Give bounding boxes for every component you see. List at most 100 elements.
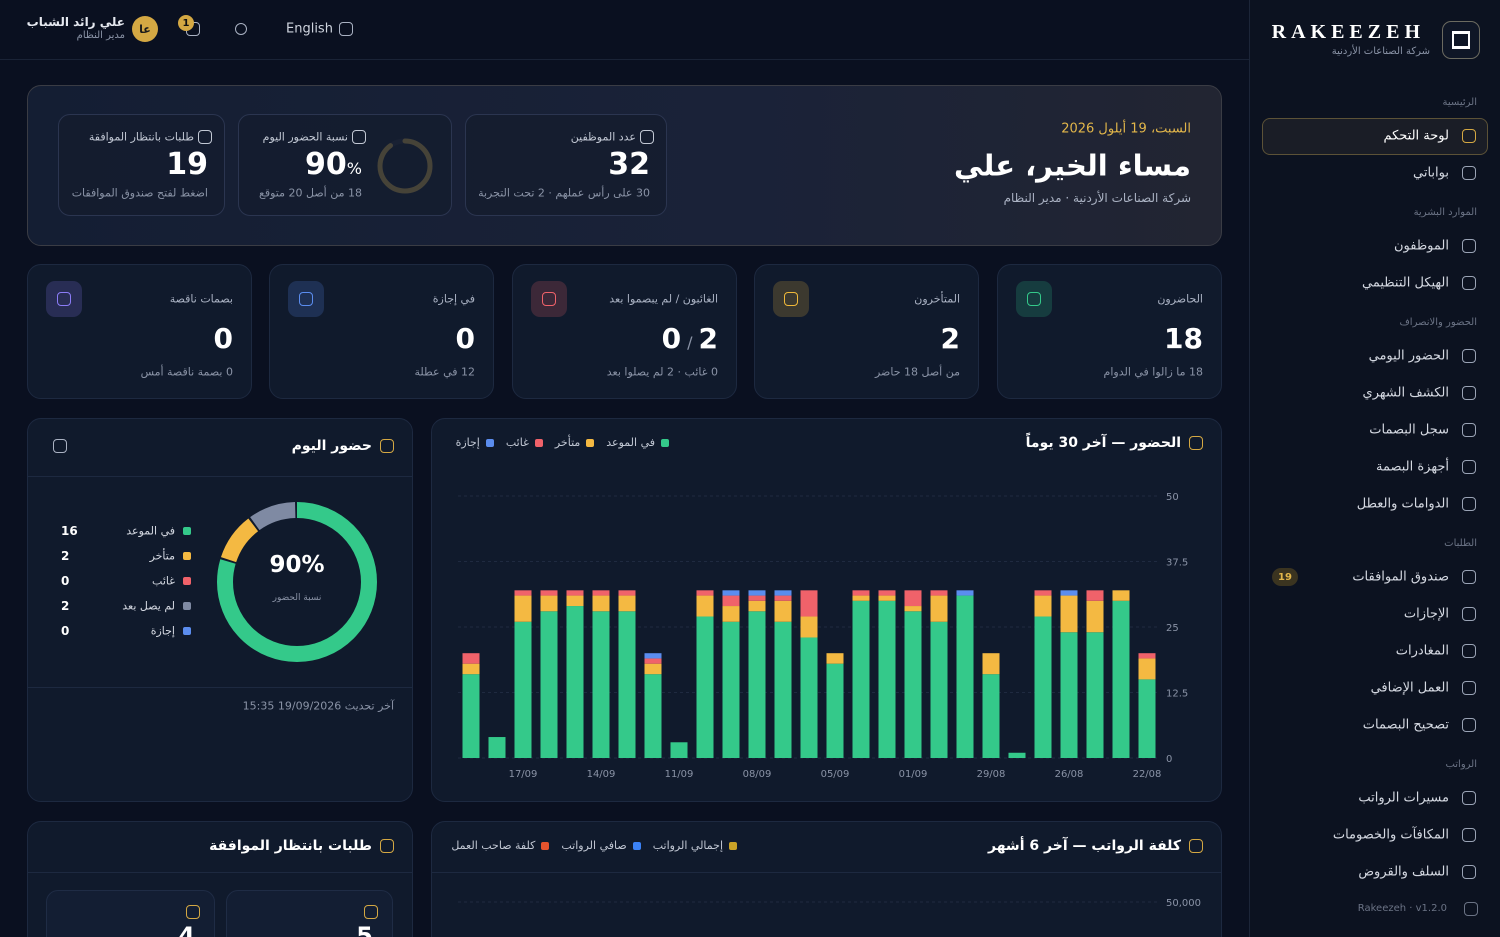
legend-item: غائب	[506, 435, 543, 451]
nav-item[interactable]: الموظفون	[1394, 238, 1449, 254]
nav-item[interactable]: العمل الإضافي	[1370, 680, 1449, 696]
stat-value: 18	[1164, 325, 1203, 353]
nav-item[interactable]: الدوامات والعطل	[1356, 496, 1449, 512]
chart-title: كلفة الرواتب — آخر 6 أشهر	[987, 838, 1181, 854]
legend-swatch	[183, 602, 191, 610]
nav-item[interactable]: الهيكل التنظيمي	[1361, 275, 1449, 291]
approval-card[interactable]	[46, 890, 215, 937]
legend-value: 0	[61, 574, 70, 588]
stat-icon-glyph	[57, 292, 71, 306]
hero-card-note: اضغط لفتح صندوق الموافقات	[71, 186, 208, 200]
legend-label: غائب	[505, 436, 529, 449]
nav-item[interactable]: السلف والقروض	[1358, 864, 1449, 880]
stat-value-part: 2	[698, 322, 718, 355]
stat-value: 0	[456, 325, 475, 353]
chart-title: الحضور — آخر 30 يوماً	[1025, 435, 1181, 451]
nav-section-title: الطلبات	[1444, 538, 1477, 549]
legend-label: إجازة	[455, 436, 480, 449]
hero-card	[238, 114, 452, 216]
nav-item[interactable]: المكافآت والخصومات	[1332, 827, 1449, 843]
stat-value-number: 2	[940, 322, 960, 355]
stat-card	[754, 264, 979, 399]
legend-item: إجازة	[456, 435, 494, 451]
value-number: 19	[166, 147, 208, 182]
legend-swatch	[661, 439, 669, 447]
stat-icon	[46, 281, 82, 317]
refresh-button	[53, 439, 67, 453]
legend-value: 2	[61, 549, 70, 563]
stat-note: من أصل 18 حاضر	[874, 365, 960, 379]
nav-item[interactable]: الإجازات	[1403, 606, 1449, 622]
legend-item: كلفة صاحب العمل	[451, 838, 550, 854]
notification-badge[interactable]: 1	[178, 15, 194, 31]
company-name: شركة الصناعات الأردنية	[1331, 46, 1430, 57]
nav-item[interactable]: تصحيح البصمات	[1362, 717, 1449, 733]
approval-value: 4	[178, 922, 195, 937]
stat-card	[997, 264, 1222, 399]
panel-title: حضور اليوم	[291, 438, 372, 454]
stat-value: 0	[214, 325, 233, 353]
stat-card	[512, 264, 737, 399]
nav-icon	[1462, 828, 1476, 842]
nav-section-title: الموارد البشرية	[1413, 207, 1477, 218]
hero-card-icon	[640, 130, 654, 144]
nav-item[interactable]: بواباتي	[1413, 165, 1449, 181]
panel-title-icon	[380, 439, 394, 453]
nav-item[interactable]: سجل البصمات	[1369, 422, 1449, 438]
approval-card[interactable]	[226, 890, 393, 937]
stat-value-part: 0	[661, 322, 682, 355]
nav-item[interactable]: المغادرات	[1395, 643, 1449, 659]
hero-greeting: مساء الخير، علي	[954, 148, 1191, 183]
stat-value-number: 0	[213, 322, 233, 355]
nav-icon	[1462, 718, 1476, 732]
stat-value: 0 / 2	[662, 325, 718, 353]
stat-icon-glyph	[784, 292, 798, 306]
legend-label: صافي الرواتب	[561, 839, 627, 852]
panel-divider	[27, 476, 413, 477]
value-number: 90	[305, 147, 347, 182]
theme-toggle[interactable]	[235, 23, 247, 35]
nav-item[interactable]: الحضور اليومي	[1368, 348, 1449, 364]
hero-card-icon	[352, 130, 366, 144]
value-unit: %	[346, 159, 362, 178]
nav-icon	[1462, 570, 1476, 584]
stat-note: 0 غائب · 2 لم يصلوا بعد	[606, 365, 718, 379]
hero-card-value: 19	[166, 150, 208, 180]
nav-section-title: الرئيسية	[1442, 97, 1477, 108]
nav-item[interactable]: الكشف الشهري	[1362, 385, 1449, 401]
nav-item[interactable]: لوحة التحكم	[1383, 128, 1449, 144]
avatar[interactable]: عا	[132, 16, 158, 42]
nav-icon	[1462, 607, 1476, 621]
nav-icon	[1462, 239, 1476, 253]
nav-item[interactable]: أجهزة البصمة	[1375, 459, 1449, 475]
nav-section-title: الرواتب	[1445, 759, 1477, 770]
language-switch[interactable]: English	[286, 21, 333, 37]
stat-icon-glyph	[542, 292, 556, 306]
legend-label: إجمالي الرواتب	[652, 839, 723, 852]
legend-item: إجمالي الرواتب	[653, 838, 737, 854]
nav-item[interactable]: صندوق الموافقات	[1352, 569, 1449, 585]
nav-icon	[1462, 423, 1476, 437]
stat-value: 2	[941, 325, 960, 353]
attendance-chart-panel	[431, 418, 1222, 802]
value-number: 32	[608, 147, 650, 182]
nav-icon	[1462, 276, 1476, 290]
stat-icon-glyph	[1027, 292, 1041, 306]
brand: RAKEEZEH	[1271, 21, 1425, 43]
legend-label: متأخر	[149, 549, 175, 563]
hero-card[interactable]	[58, 114, 225, 216]
hero-card-label: طلبات بانتظار الموافقة	[88, 130, 194, 144]
nav-active-bg[interactable]	[1262, 118, 1488, 155]
panel-divider	[27, 872, 413, 873]
nav-icon	[1462, 497, 1476, 511]
topbar-divider	[0, 59, 1249, 60]
collapse-icon	[1464, 902, 1478, 916]
hero-card	[465, 114, 667, 216]
nav-item[interactable]: مسيرات الرواتب	[1358, 790, 1449, 806]
logo-mark	[1452, 31, 1470, 49]
approval-icon	[186, 905, 200, 919]
app-version: Rakeezeh · v1.2.0	[1357, 903, 1447, 914]
nav-icon	[1462, 865, 1476, 879]
legend-swatch	[183, 577, 191, 585]
